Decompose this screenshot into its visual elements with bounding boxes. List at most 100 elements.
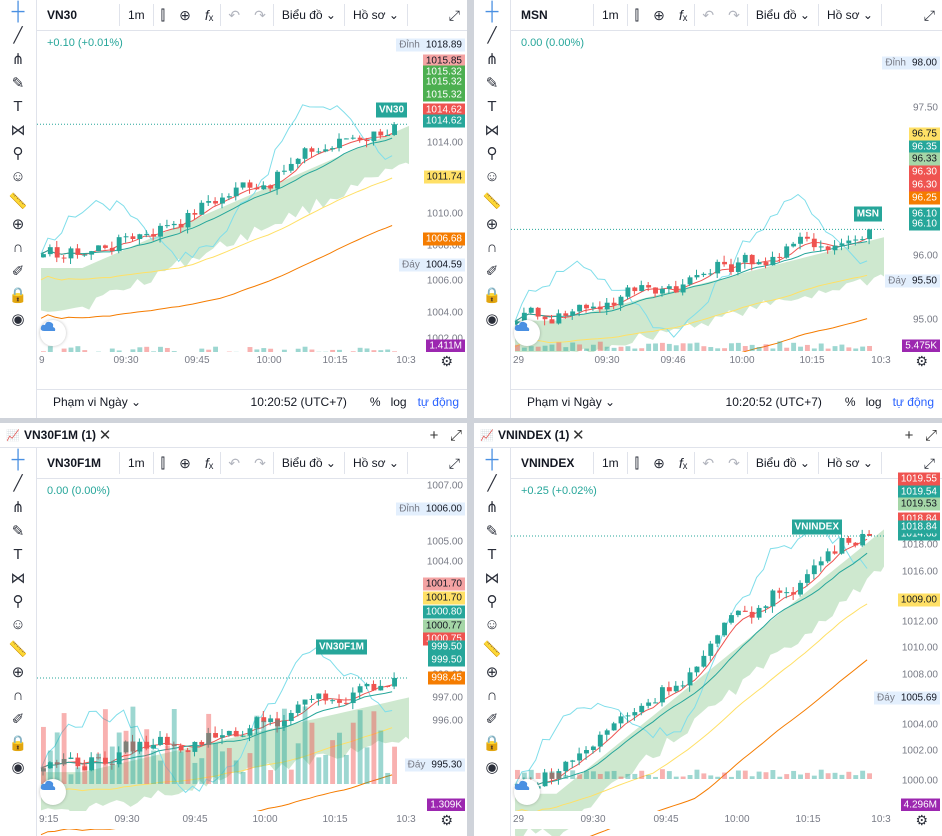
- lock-icon[interactable]: 🔒: [482, 734, 502, 752]
- add-compare-icon[interactable]: ⊕: [653, 6, 665, 23]
- symbol-search-button[interactable]: VN30F1M: [47, 456, 102, 470]
- fullscreen-icon[interactable]: ⤢: [923, 454, 935, 471]
- magnet-icon[interactable]: ∩: [486, 239, 498, 257]
- pencil-lock-icon[interactable]: ✐: [485, 711, 499, 729]
- candle-style-icon[interactable]: ⫿: [160, 6, 166, 23]
- ruler-icon[interactable]: 📏: [8, 640, 28, 658]
- fib-tool-icon[interactable]: ⋔: [11, 498, 25, 516]
- profile-menu[interactable]: Hồ sơ ⌄: [826, 456, 873, 470]
- chart-type-menu[interactable]: Biểu đồ ⌄: [755, 8, 810, 22]
- indicators-icon[interactable]: fₓ: [204, 7, 214, 23]
- auto-scale-toggle[interactable]: tự động: [417, 395, 459, 409]
- pencil-lock-icon[interactable]: ✐: [11, 711, 25, 729]
- trend-line-icon[interactable]: ╱: [13, 27, 23, 45]
- undo-icon[interactable]: ↶: [228, 6, 241, 23]
- ruler-icon[interactable]: 📏: [482, 640, 502, 658]
- emoji-icon[interactable]: ☺: [484, 168, 500, 186]
- add-chart-icon[interactable]: +: [904, 426, 914, 444]
- fib-tool-icon[interactable]: ⋔: [485, 498, 499, 516]
- settings-gear-icon[interactable]: ⚙: [915, 353, 928, 369]
- add-compare-icon[interactable]: ⊕: [179, 6, 191, 23]
- emoji-icon[interactable]: ☺: [484, 616, 500, 634]
- close-icon[interactable]: ✕: [98, 427, 112, 444]
- forecast-tool-icon[interactable]: ⚲: [12, 593, 24, 611]
- crosshair-icon[interactable]: ┼: [485, 449, 499, 470]
- trend-line-icon[interactable]: ╱: [13, 475, 23, 493]
- crosshair-icon[interactable]: ┼: [11, 449, 25, 470]
- expand-icon[interactable]: ⤢: [449, 426, 462, 444]
- forecast-tool-icon[interactable]: ⚲: [12, 145, 24, 163]
- expand-icon[interactable]: ⤢: [924, 426, 937, 444]
- eye-icon[interactable]: ◉: [485, 758, 499, 776]
- settings-gear-icon[interactable]: ⚙: [915, 812, 928, 828]
- text-tool-icon[interactable]: T: [13, 545, 23, 563]
- lock-icon[interactable]: 🔒: [8, 286, 28, 304]
- brush-icon[interactable]: ✎: [485, 522, 499, 540]
- pattern-tool-icon[interactable]: ⋈: [10, 569, 26, 587]
- redo-icon[interactable]: ↷: [254, 454, 266, 471]
- fib-tool-icon[interactable]: ⋔: [11, 50, 25, 68]
- eye-icon[interactable]: ◉: [485, 310, 499, 328]
- cloud-sync-icon[interactable]: [40, 779, 66, 805]
- fullscreen-icon[interactable]: ⤢: [448, 454, 460, 471]
- percent-toggle[interactable]: %: [369, 395, 381, 409]
- candle-style-icon[interactable]: ⫿: [634, 454, 640, 471]
- candle-style-icon[interactable]: ⫿: [160, 454, 166, 471]
- undo-icon[interactable]: ↶: [702, 454, 715, 471]
- magnet-icon[interactable]: ∩: [12, 239, 24, 257]
- brush-icon[interactable]: ✎: [485, 74, 499, 92]
- interval-button[interactable]: 1m: [128, 8, 145, 22]
- text-tool-icon[interactable]: T: [13, 97, 23, 115]
- chart-type-menu[interactable]: Biểu đồ ⌄: [281, 8, 336, 22]
- symbol-search-button[interactable]: VNINDEX: [521, 456, 575, 470]
- zoom-in-icon[interactable]: ⊕: [11, 664, 25, 682]
- undo-icon[interactable]: ↶: [702, 6, 715, 23]
- redo-icon[interactable]: ↷: [728, 6, 740, 23]
- undo-icon[interactable]: ↶: [228, 454, 241, 471]
- price-chart[interactable]: +0.25 (+0.02%) 1018.00 1016.00 1012.00 1010.…: [511, 472, 942, 836]
- fib-tool-icon[interactable]: ⋔: [485, 50, 499, 68]
- percent-toggle[interactable]: %: [844, 395, 856, 409]
- profile-menu[interactable]: Hồ sơ ⌄: [826, 8, 873, 22]
- indicators-icon[interactable]: fₓ: [204, 455, 214, 471]
- magnet-icon[interactable]: ∩: [486, 687, 498, 705]
- lock-icon[interactable]: 🔒: [8, 734, 28, 752]
- symbol-search-button[interactable]: VN30: [47, 8, 78, 22]
- text-tool-icon[interactable]: T: [487, 97, 497, 115]
- add-chart-icon[interactable]: +: [429, 426, 439, 444]
- crosshair-icon[interactable]: ┼: [11, 1, 25, 22]
- interval-button[interactable]: 1m: [128, 456, 145, 470]
- brush-icon[interactable]: ✎: [11, 74, 25, 92]
- interval-button[interactable]: 1m: [602, 8, 619, 22]
- text-tool-icon[interactable]: T: [487, 545, 497, 563]
- log-toggle[interactable]: log: [390, 395, 407, 409]
- fullscreen-icon[interactable]: ⤢: [923, 6, 935, 23]
- ruler-icon[interactable]: 📏: [8, 192, 28, 210]
- eye-icon[interactable]: ◉: [11, 758, 25, 776]
- eye-icon[interactable]: ◉: [11, 310, 25, 328]
- indicators-icon[interactable]: fₓ: [678, 7, 688, 23]
- brush-icon[interactable]: ✎: [11, 522, 25, 540]
- chart-type-menu[interactable]: Biểu đồ ⌄: [281, 456, 336, 470]
- add-compare-icon[interactable]: ⊕: [179, 454, 191, 471]
- magnet-icon[interactable]: ∩: [12, 687, 24, 705]
- date-range-menu[interactable]: Phạm vi Ngày ⌄: [527, 395, 616, 409]
- auto-scale-toggle[interactable]: tự động: [892, 395, 934, 409]
- zoom-in-icon[interactable]: ⊕: [11, 216, 25, 234]
- emoji-icon[interactable]: ☺: [10, 616, 26, 634]
- trend-line-icon[interactable]: ╱: [487, 27, 497, 45]
- cloud-sync-icon[interactable]: [514, 320, 540, 346]
- crosshair-icon[interactable]: ┼: [485, 1, 499, 22]
- pattern-tool-icon[interactable]: ⋈: [484, 569, 500, 587]
- settings-gear-icon[interactable]: ⚙: [440, 812, 453, 828]
- price-chart[interactable]: +0.10 (+0.01%)1018.001016.001014.001012.…: [37, 31, 467, 370]
- chart-type-menu[interactable]: Biểu đồ ⌄: [755, 456, 810, 470]
- pattern-tool-icon[interactable]: ⋈: [484, 121, 500, 139]
- price-chart[interactable]: 0.00 (0.00%)1007.001005.001004.001003.00…: [37, 479, 467, 836]
- pencil-lock-icon[interactable]: ✐: [485, 263, 499, 281]
- ruler-icon[interactable]: 📏: [482, 192, 502, 210]
- cloud-sync-icon[interactable]: [40, 320, 66, 346]
- zoom-in-icon[interactable]: ⊕: [485, 664, 499, 682]
- add-compare-icon[interactable]: ⊕: [653, 454, 665, 471]
- redo-icon[interactable]: ↷: [254, 6, 266, 23]
